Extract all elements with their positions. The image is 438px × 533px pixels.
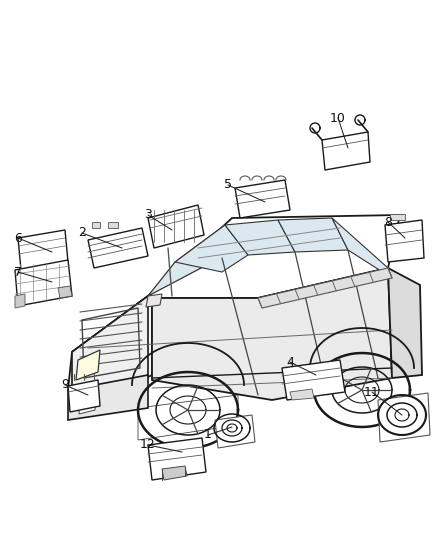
Text: 9: 9 (61, 378, 69, 392)
Polygon shape (378, 393, 430, 442)
Text: 5: 5 (224, 179, 232, 191)
Polygon shape (215, 415, 255, 448)
Text: 11: 11 (364, 385, 380, 399)
Text: 3: 3 (144, 208, 152, 222)
Polygon shape (68, 296, 152, 408)
Polygon shape (152, 268, 392, 400)
Polygon shape (148, 225, 225, 296)
Text: 4: 4 (286, 356, 294, 368)
Polygon shape (72, 296, 152, 352)
Text: 8: 8 (384, 215, 392, 229)
Polygon shape (148, 215, 400, 298)
Polygon shape (58, 286, 72, 298)
Polygon shape (79, 395, 96, 414)
Polygon shape (148, 438, 206, 480)
Polygon shape (76, 350, 100, 380)
Polygon shape (15, 260, 72, 306)
Polygon shape (68, 375, 148, 420)
Polygon shape (92, 222, 100, 228)
Polygon shape (282, 360, 345, 400)
Polygon shape (108, 222, 118, 228)
Polygon shape (235, 180, 290, 218)
Text: 1: 1 (204, 429, 212, 441)
Polygon shape (322, 132, 370, 170)
Polygon shape (290, 389, 314, 400)
Polygon shape (68, 380, 100, 412)
Text: 12: 12 (140, 439, 156, 451)
Text: 7: 7 (14, 265, 22, 279)
Polygon shape (72, 296, 148, 408)
Polygon shape (15, 294, 25, 308)
Polygon shape (18, 230, 68, 270)
Polygon shape (278, 218, 348, 252)
Polygon shape (148, 205, 204, 248)
Polygon shape (332, 218, 392, 278)
Polygon shape (146, 294, 162, 307)
Polygon shape (88, 228, 148, 268)
Text: 10: 10 (330, 111, 346, 125)
Polygon shape (258, 268, 392, 308)
Polygon shape (385, 220, 424, 262)
Polygon shape (162, 466, 187, 480)
Text: 6: 6 (14, 231, 22, 245)
Polygon shape (388, 268, 422, 378)
Text: 2: 2 (78, 227, 86, 239)
Polygon shape (175, 225, 248, 272)
Polygon shape (390, 214, 405, 220)
Polygon shape (225, 220, 295, 255)
